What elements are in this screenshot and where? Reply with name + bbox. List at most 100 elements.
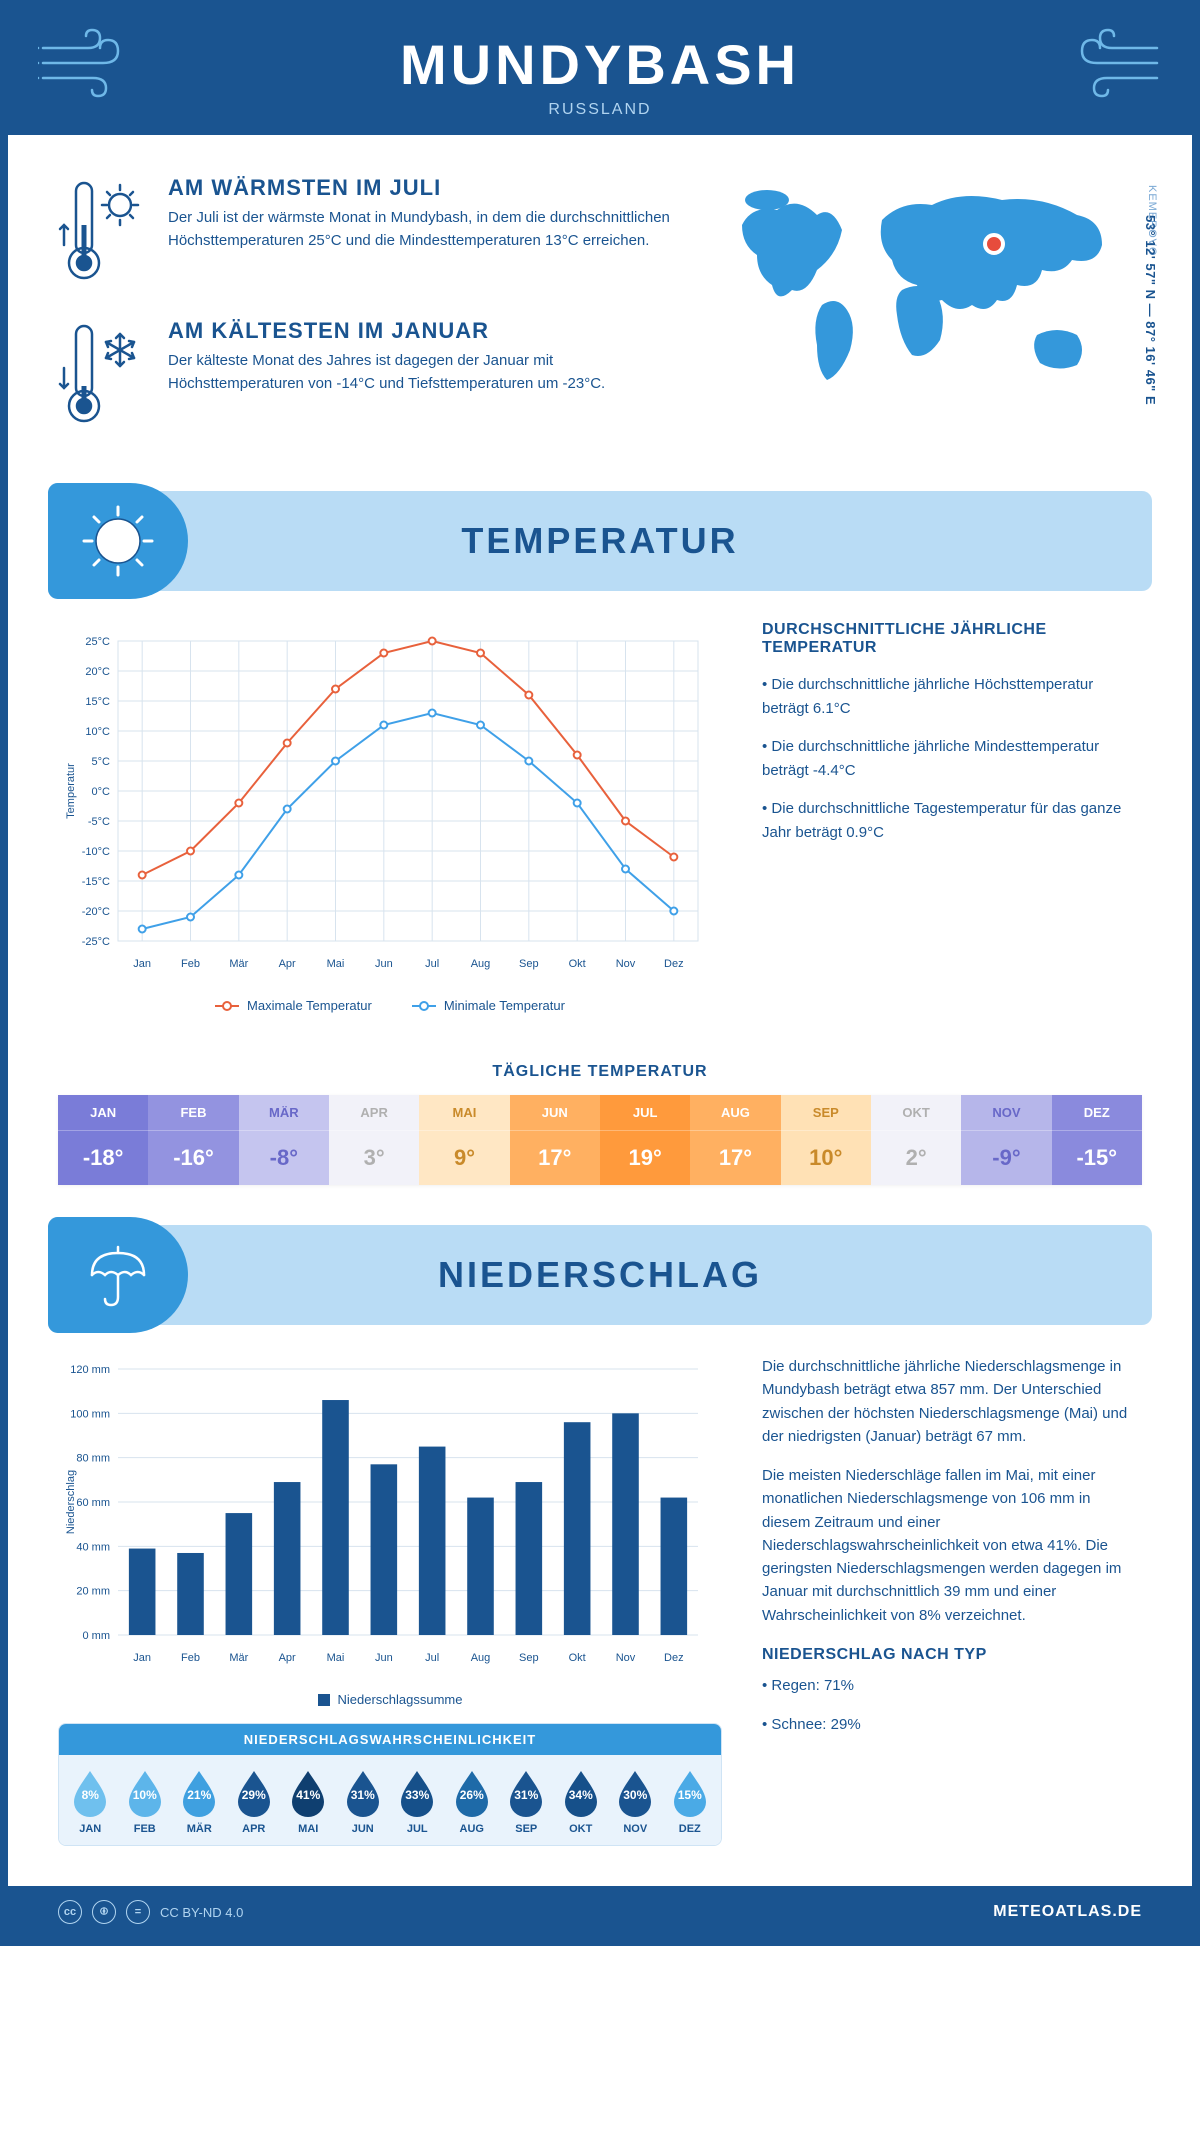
svg-text:Sep: Sep [519,958,539,970]
svg-text:10°C: 10°C [85,726,110,738]
prob-cell: 41% MAI [281,1769,336,1835]
fact-warm-title: AM WÄRMSTEN IM JULI [168,175,692,201]
svg-text:0 mm: 0 mm [83,1630,111,1642]
raindrop-icon: 31% [343,1769,383,1817]
svg-text:80 mm: 80 mm [76,1453,110,1465]
svg-text:-10°C: -10°C [82,846,110,858]
daily-temp-cell: SEP10° [781,1095,871,1185]
svg-text:Jun: Jun [375,958,393,970]
prob-cell: 26% AUG [445,1769,500,1835]
svg-text:60 mm: 60 mm [76,1497,110,1509]
by-icon: 🅯 [92,1900,116,1924]
svg-text:Okt: Okt [569,958,586,970]
svg-text:Dez: Dez [664,1652,684,1664]
umbrella-icon [48,1217,188,1333]
wind-icon [38,28,138,103]
site-name: METEOATLAS.DE [993,1903,1142,1921]
raindrop-icon: 41% [288,1769,328,1817]
temp-info-heading: DURCHSCHNITTLICHE JÄHRLICHE TEMPERATUR [762,621,1142,657]
nd-icon: = [126,1900,150,1924]
svg-text:5°C: 5°C [92,756,111,768]
daily-temp-cell: FEB-16° [148,1095,238,1185]
svg-text:Feb: Feb [181,1652,200,1664]
page-title: MUNDYBASH [48,32,1152,97]
prob-cell: 31% JUN [336,1769,391,1835]
fact-warm-text: Der Juli ist der wärmste Monat in Mundyb… [168,207,692,252]
precip-paragraph-1: Die durchschnittliche jährliche Niedersc… [762,1355,1142,1448]
precip-type-item: • Regen: 71% [762,1674,1142,1697]
svg-text:Jul: Jul [425,1652,439,1664]
temp-info-bullet: • Die durchschnittliche jährliche Höchst… [762,673,1142,721]
svg-text:Apr: Apr [279,1652,296,1664]
daily-temp-cell: AUG17° [690,1095,780,1185]
svg-text:25°C: 25°C [85,636,110,648]
precipitation-bar-chart: 0 mm20 mm40 mm60 mm80 mm100 mm120 mmJanF… [58,1355,722,1707]
prob-cell: 15% DEZ [663,1769,718,1835]
prob-cell: 8% JAN [63,1769,118,1835]
raindrop-icon: 21% [179,1769,219,1817]
daily-temp-title: TÄGLICHE TEMPERATUR [8,1063,1192,1081]
daily-temperature-table: JAN-18° FEB-16° MÄR-8° APR3° MAI9° JUN17… [58,1095,1142,1185]
precipitation-summary: Die durchschnittliche jährliche Niedersc… [762,1355,1142,1846]
svg-text:Jul: Jul [425,958,439,970]
svg-text:Mär: Mär [229,1652,248,1664]
legend-min-label: Minimale Temperatur [444,998,565,1013]
prob-title: NIEDERSCHLAGSWAHRSCHEINLICHKEIT [59,1724,721,1755]
section-title-temperature: TEMPERATUR [48,491,1152,591]
svg-text:Mär: Mär [229,958,248,970]
temp-chart-legend: #leg-max::after{border-color:#e8613c}Max… [58,998,722,1013]
svg-text:-15°C: -15°C [82,876,110,888]
svg-text:20 mm: 20 mm [76,1586,110,1598]
footer: cc 🅯 = CC BY-ND 4.0 METEOATLAS.DE [8,1886,1192,1938]
svg-text:Dez: Dez [664,958,684,970]
svg-text:Mai: Mai [327,958,345,970]
svg-text:Apr: Apr [279,958,296,970]
precip-paragraph-2: Die meisten Niederschläge fallen im Mai,… [762,1464,1142,1627]
svg-text:-25°C: -25°C [82,936,110,948]
raindrop-icon: 10% [125,1769,165,1817]
svg-text:Mai: Mai [327,1652,345,1664]
svg-text:Temperatur: Temperatur [65,763,77,819]
prob-cell: 31% SEP [499,1769,554,1835]
fact-cold-text: Der kälteste Monat des Jahres ist dagege… [168,350,692,395]
raindrop-icon: 31% [506,1769,546,1817]
svg-text:Nov: Nov [616,958,636,970]
prob-cell: 33% JUL [390,1769,445,1835]
fact-cold: AM KÄLTESTEN IM JANUAR Der kälteste Mona… [58,318,692,433]
svg-text:Jan: Jan [133,958,151,970]
daily-temp-cell: OKT2° [871,1095,961,1185]
raindrop-icon: 15% [670,1769,710,1817]
daily-temp-cell: APR3° [329,1095,419,1185]
svg-text:Jan: Jan [133,1652,151,1664]
daily-temp-cell: JUL19° [600,1095,690,1185]
intro-section: AM WÄRMSTEN IM JULI Der Juli ist der wär… [8,135,1192,491]
raindrop-icon: 34% [561,1769,601,1817]
daily-temp-cell: NOV-9° [961,1095,1051,1185]
coordinates-label: 53° 12' 57" N — 87° 16' 46" E [1143,215,1158,405]
svg-text:120 mm: 120 mm [70,1364,110,1376]
fact-warm: AM WÄRMSTEN IM JULI Der Juli ist der wär… [58,175,692,290]
svg-text:Okt: Okt [569,1652,586,1664]
svg-text:0°C: 0°C [92,786,111,798]
precipitation-probability-panel: NIEDERSCHLAGSWAHRSCHEINLICHKEIT 8% JAN 1… [58,1723,722,1846]
svg-text:Aug: Aug [471,958,491,970]
daily-temp-cell: MÄR-8° [239,1095,329,1185]
svg-text:100 mm: 100 mm [70,1408,110,1420]
section-title-precipitation: NIEDERSCHLAG [48,1225,1152,1325]
raindrop-icon: 26% [452,1769,492,1817]
precip-type-item: • Schnee: 29% [762,1713,1142,1736]
prob-cell: 29% APR [227,1769,282,1835]
svg-text:Aug: Aug [471,1652,491,1664]
svg-text:Niederschlag: Niederschlag [65,1470,77,1534]
legend-max-label: Maximale Temperatur [247,998,372,1013]
raindrop-icon: 8% [70,1769,110,1817]
thermometer-sun-icon [58,175,148,290]
temperature-line-chart: -25°C-20°C-15°C-10°C-5°C0°C5°C10°C15°C20… [58,621,722,1013]
svg-text:Nov: Nov [616,1652,636,1664]
fact-cold-title: AM KÄLTESTEN IM JANUAR [168,318,692,344]
svg-text:Sep: Sep [519,1652,539,1664]
svg-text:-5°C: -5°C [88,816,110,828]
wind-icon [1062,28,1162,103]
daily-temp-cell: DEZ-15° [1052,1095,1142,1185]
section-heading: NIEDERSCHLAG [438,1254,762,1296]
